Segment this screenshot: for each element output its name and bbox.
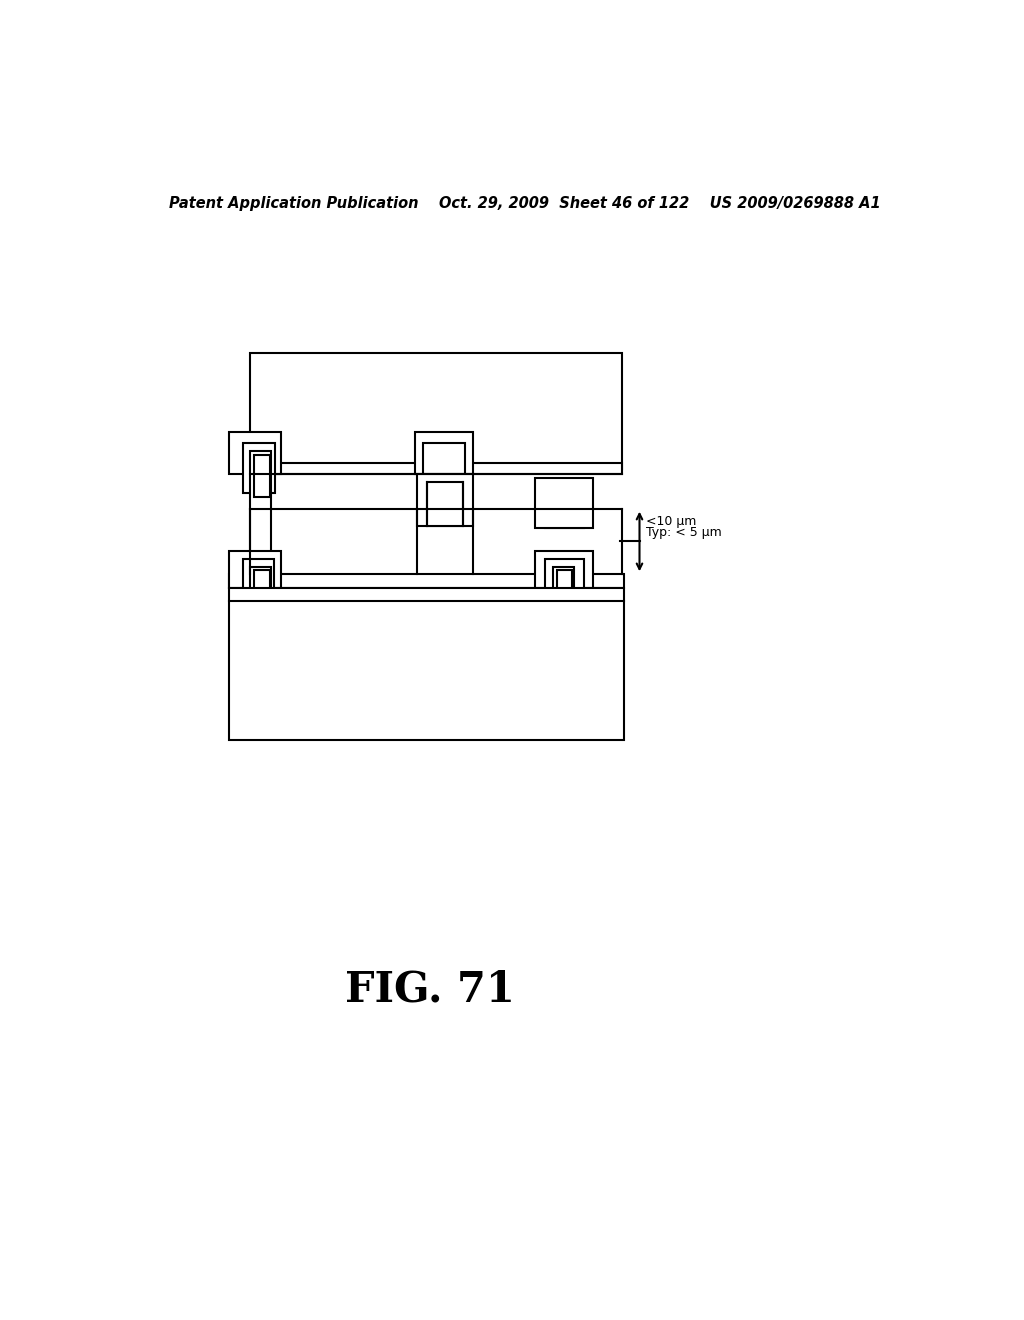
Bar xyxy=(243,558,273,602)
Bar xyxy=(251,354,623,469)
Bar xyxy=(254,570,270,609)
Bar xyxy=(535,552,593,589)
Text: Patent Application Publication    Oct. 29, 2009  Sheet 46 of 122    US 2009/0269: Patent Application Publication Oct. 29, … xyxy=(169,195,881,211)
Bar xyxy=(251,451,271,574)
Bar xyxy=(251,462,623,474)
Bar xyxy=(415,432,473,474)
Bar xyxy=(545,490,584,528)
Bar xyxy=(228,432,282,474)
Text: FIG. 71: FIG. 71 xyxy=(345,969,515,1011)
Bar xyxy=(427,482,463,527)
Bar xyxy=(535,478,593,528)
Text: Typ: < 5 μm: Typ: < 5 μm xyxy=(646,525,722,539)
Bar xyxy=(553,566,573,616)
Bar xyxy=(254,455,270,498)
Bar xyxy=(557,570,572,609)
Bar xyxy=(228,574,624,589)
Bar xyxy=(545,558,584,602)
Bar xyxy=(243,444,275,494)
Bar xyxy=(228,552,282,589)
Bar xyxy=(251,566,271,616)
Bar xyxy=(417,474,473,527)
Bar xyxy=(228,589,624,739)
Text: <10 μm: <10 μm xyxy=(646,515,696,528)
Bar xyxy=(423,444,465,474)
